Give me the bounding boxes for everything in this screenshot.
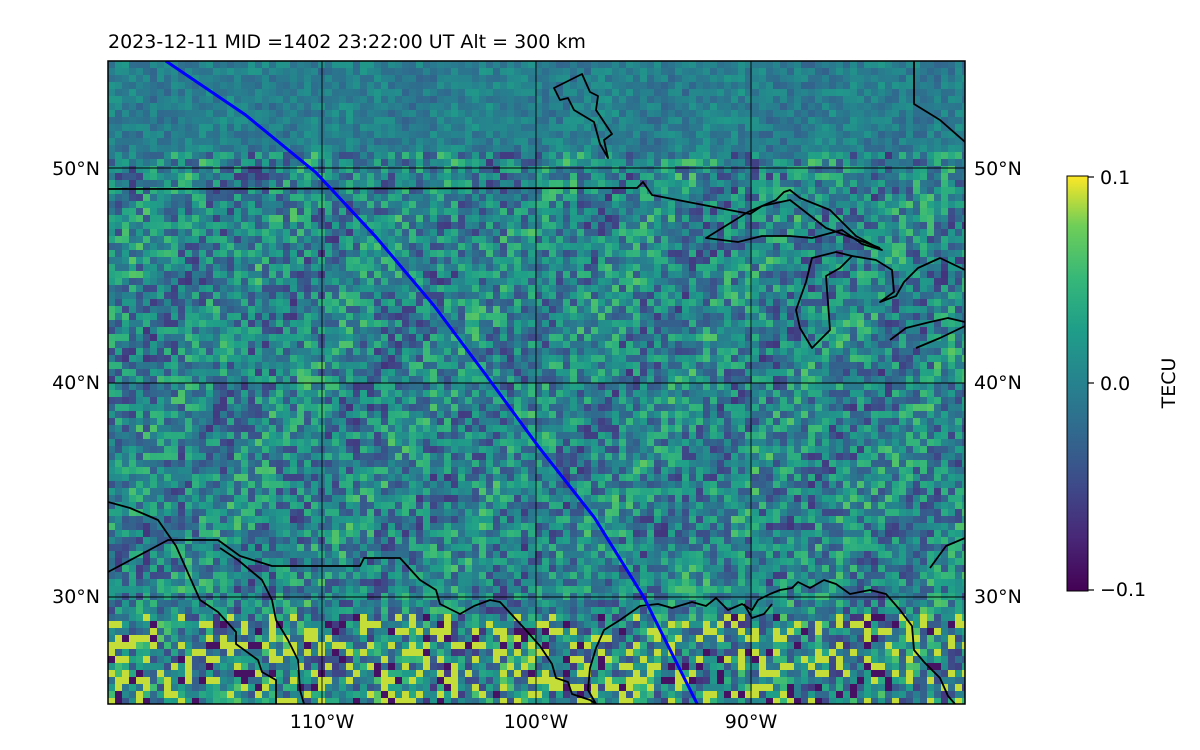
gridlines xyxy=(108,61,965,704)
lat-label-right-50: 50°N xyxy=(974,158,1022,180)
satellite-ground-track xyxy=(164,61,699,704)
mississippi-delta xyxy=(743,603,773,619)
colorbar-tick-min: −0.1 xyxy=(1100,579,1146,601)
island-coast xyxy=(553,73,613,159)
lake-erie-shore xyxy=(889,317,965,349)
texas-gulf-coast xyxy=(587,579,956,704)
colorbar-tick-zero: 0.0 xyxy=(1100,373,1130,395)
map-area xyxy=(108,61,965,704)
colorbar-tick-max: 0.1 xyxy=(1100,167,1130,189)
figure-title: 2023-12-11 MID =1402 23:22:00 UT Alt = 3… xyxy=(108,31,586,53)
tec-heatmap xyxy=(108,61,965,704)
lake-michigan xyxy=(795,251,853,349)
lat-label-left-50: 50°N xyxy=(52,158,100,180)
lon-label-110w: 110°W xyxy=(290,711,355,733)
colorbar-label: TECU xyxy=(1158,358,1180,410)
lat-label-right-40: 40°N xyxy=(974,372,1022,394)
pacific-coast xyxy=(108,501,277,704)
lake-superior xyxy=(705,189,883,251)
us-mexico-border xyxy=(108,539,597,704)
lat-label-right-30: 30°N xyxy=(974,586,1022,608)
us-canada-border xyxy=(108,181,881,249)
lon-label-100w: 100°W xyxy=(504,711,569,733)
florida-coast xyxy=(929,537,965,569)
coastlines-borders xyxy=(108,61,965,704)
lat-label-left-30: 30°N xyxy=(52,586,100,608)
lat-label-left-40: 40°N xyxy=(52,372,100,394)
map-frame xyxy=(107,60,966,705)
lake-huron xyxy=(851,255,965,303)
gulf-california-coast xyxy=(219,547,305,704)
lon-label-90w: 90°W xyxy=(725,711,778,733)
colorbar-gradient xyxy=(1066,175,1089,592)
colorbar: 0.1 0.0 −0.1 TECU xyxy=(1066,167,1180,601)
hudson-bay-coast xyxy=(913,61,965,143)
